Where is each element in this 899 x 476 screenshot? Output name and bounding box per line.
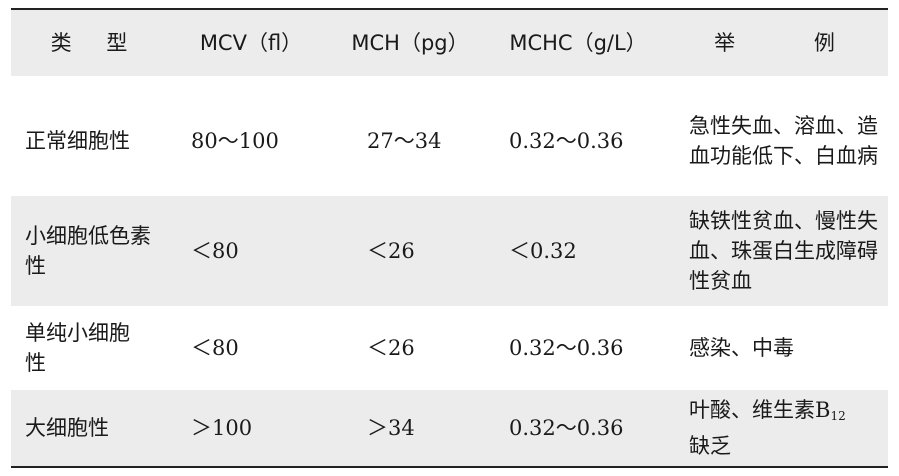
header-mcv: MCV（fl） [199,31,303,55]
anemia-classification-table: 类 型 MCV（fl） MCH（pg） MCHC（g/L） 举 例 正常细胞性 … [11,8,888,468]
table-top-rule [11,8,888,10]
row-mchc: ＜0.32 [509,239,577,263]
row-example-main: 叶酸、维生素B [689,398,831,422]
table-header-row: 类 型 MCV（fl） MCH（pg） MCHC（g/L） 举 例 [11,10,888,76]
row-mchc: 0.32～0.36 [509,129,624,153]
table-row: 大细胞性 ＞100 ＞34 0.32～0.36 叶酸、维生素B12 缺乏 [11,390,888,466]
row-example-tail: 缺乏 [689,434,731,458]
table-row: 单纯小细胞性 ＜80 ＜26 0.32～0.36 感染、中毒 [11,306,888,390]
row-example: 叶酸、维生素B12 缺乏 [667,395,888,461]
table-bottom-rule [11,466,888,468]
row-example: 缺铁性贫血、慢性失血、珠蛋白生成障碍性贫血 [689,209,878,293]
row-mchc: 0.32～0.36 [509,336,624,360]
header-mch: MCH（pg） [351,31,469,55]
row-mcv: ＞100 [191,416,253,440]
row-example: 急性失血、溶血、造血功能低下、白血病 [689,114,878,168]
row-mcv: ＜80 [191,336,239,360]
row-type: 单纯小细胞性 [25,321,130,375]
header-example: 举 例 [714,31,871,55]
row-type: 正常细胞性 [25,129,130,153]
table-row: 小细胞低色素性 ＜80 ＜26 ＜0.32 缺铁性贫血、慢性失血、珠蛋白生成障碍… [11,196,888,306]
row-mcv: ＜80 [191,239,239,263]
row-mch: ＞34 [367,416,415,440]
row-mch: 27～34 [367,129,442,153]
row-type: 小细胞低色素性 [25,224,151,278]
row-mch: ＜26 [367,336,415,360]
row-mchc: 0.32～0.36 [509,416,624,440]
header-type: 类 型 [50,31,142,55]
table-row: 正常细胞性 80～100 27～34 0.32～0.36 急性失血、溶血、造血功… [11,86,888,196]
row-type: 大细胞性 [25,416,109,440]
header-mchc: MCHC（g/L） [509,31,647,55]
row-mch: ＜26 [367,239,415,263]
row-mcv: 80～100 [191,129,279,153]
row-example: 感染、中毒 [689,336,794,360]
row-example-subscript: 12 [830,409,846,423]
